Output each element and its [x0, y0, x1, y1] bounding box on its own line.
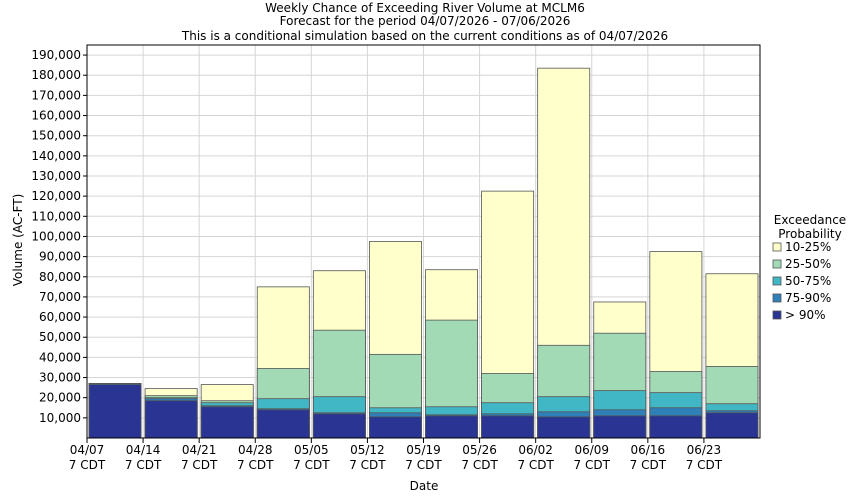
x-tick-label: 05/12 [350, 443, 385, 457]
x-tick-label: 05/26 [462, 443, 497, 457]
x-tick-sublabel: 7 CDT [237, 458, 274, 472]
bar-04-21-90 [200, 406, 254, 439]
x-tick-sublabel: 7 CDT [686, 458, 723, 472]
legend-title-1: Exceedance [774, 213, 846, 227]
grid-lines [87, 45, 760, 438]
x-tick-label: 04/28 [238, 443, 273, 457]
x-tick-label: 06/23 [687, 443, 722, 457]
legend-label: 50-75% [785, 274, 831, 288]
y-tick-label: 130,000 [31, 169, 81, 183]
y-tick-label: 30,000 [39, 371, 81, 385]
y-tick-label: 50,000 [39, 330, 81, 344]
x-tick-sublabel: 7 CDT [574, 458, 611, 472]
bar-04-07-90 [88, 384, 142, 439]
legend-label: 25-50% [785, 257, 831, 271]
y-tick-label: 160,000 [31, 109, 81, 123]
x-axis-label: Date [410, 479, 439, 493]
legend-label: 75-90% [785, 291, 831, 305]
legend-title-2: Probability [778, 227, 841, 241]
bar-05-19-90 [425, 415, 478, 439]
x-tick-label: 05/19 [406, 443, 441, 457]
y-tick-label: 170,000 [31, 88, 81, 102]
x-tick-label: 06/02 [518, 443, 553, 457]
y-tick-label: 80,000 [39, 270, 81, 284]
x-tick-label: 04/14 [126, 443, 161, 457]
legend-swatch [772, 276, 782, 286]
y-tick-label: 190,000 [31, 48, 81, 62]
x-tick-sublabel: 7 CDT [630, 458, 667, 472]
y-tick-label: 20,000 [39, 391, 81, 405]
y-tick-label: 100,000 [31, 229, 81, 243]
bar-05-12-90 [369, 416, 422, 439]
bar-06-16-90 [649, 415, 703, 439]
y-tick-label: 110,000 [31, 209, 81, 223]
y-axis-label: Volume (AC-FT) [11, 194, 25, 287]
x-tick-sublabel: 7 CDT [405, 458, 442, 472]
legend-swatch [772, 310, 782, 320]
bar-04-28-90 [256, 409, 310, 439]
legend-swatch [772, 259, 782, 269]
bar-05-26-90 [481, 415, 535, 439]
y-tick-label: 60,000 [39, 310, 81, 324]
y-tick-label: 90,000 [39, 250, 81, 264]
x-tick-sublabel: 7 CDT [125, 458, 162, 472]
x-tick-sublabel: 7 CDT [517, 458, 554, 472]
chart-subtitle-1: Forecast for the period 04/07/2026 - 07/… [280, 14, 571, 28]
y-tick-label: 40,000 [39, 350, 81, 364]
x-tick-label: 06/16 [631, 443, 666, 457]
bar-06-23-90 [705, 412, 759, 439]
chart-title: Weekly Chance of Exceeding River Volume … [265, 1, 585, 15]
x-tick-sublabel: 7 CDT [349, 458, 386, 472]
y-tick-label: 140,000 [31, 149, 81, 163]
bar-06-09-90 [593, 415, 647, 439]
legend-label: > 90% [785, 308, 826, 322]
y-tick-label: 10,000 [39, 411, 81, 425]
y-tick-label: 120,000 [31, 189, 81, 203]
chart-subtitle-2: This is a conditional simulation based o… [181, 29, 668, 43]
x-tick-label: 04/21 [182, 443, 217, 457]
y-tick-label: 70,000 [39, 290, 81, 304]
legend-label: 10-25% [785, 240, 831, 254]
y-tick-label: 150,000 [31, 129, 81, 143]
x-tick-label: 04/07 [70, 443, 105, 457]
x-tick-label: 06/09 [574, 443, 609, 457]
x-tick-sublabel: 7 CDT [181, 458, 218, 472]
y-tick-label: 180,000 [31, 68, 81, 82]
bar-06-02-90 [537, 416, 591, 439]
bars [88, 67, 759, 439]
y-axis-ticks: 10,000 20,000 30,000 40,000 50,000 60,000 70,0… [31, 48, 87, 425]
x-tick-sublabel: 7 CDT [461, 458, 498, 472]
legend-swatch [772, 242, 782, 252]
legend-swatch [772, 293, 782, 303]
x-tick-sublabel: 7 CDT [293, 458, 330, 472]
x-tick-label: 05/05 [294, 443, 329, 457]
bar-04-14-90 [144, 400, 198, 439]
x-tick-sublabel: 7 CDT [69, 458, 106, 472]
legend: Exceedance Probability 10-25% 25-50% 50-75… [772, 213, 846, 322]
bar-05-05-90 [312, 413, 366, 439]
